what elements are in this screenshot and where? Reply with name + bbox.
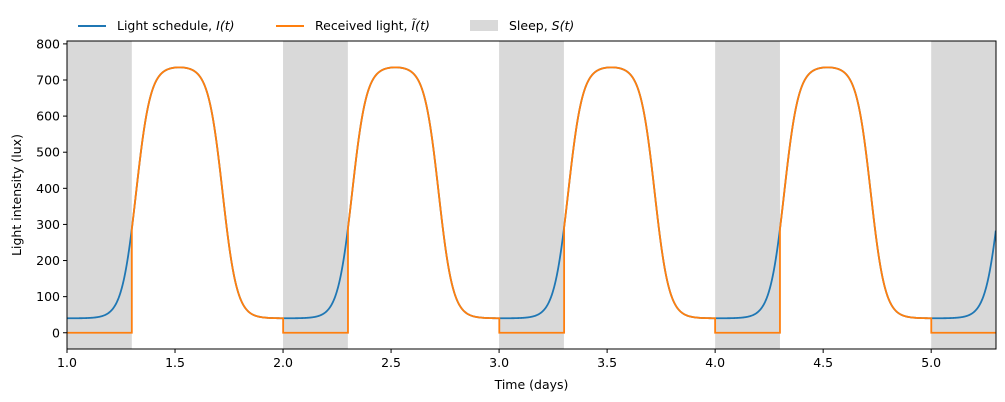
y-tick-label: 500: [36, 145, 60, 160]
x-tick-label: 2.0: [273, 355, 293, 370]
series-lines: [67, 66, 996, 334]
y-tick-label: 800: [36, 36, 60, 51]
sleep-bands: [67, 41, 996, 349]
legend: Light schedule, I(t) Received light, Ĩ(t…: [78, 18, 574, 33]
legend-symbol-received-light: Ĩ(t): [412, 18, 430, 33]
sleep-band-2: [283, 41, 348, 349]
sleep-band-3: [499, 41, 564, 349]
series-line-received-light: [67, 66, 996, 334]
y-tick-label: 0: [52, 325, 60, 340]
x-axis-label: Time (days): [494, 377, 569, 392]
legend-prefix-light-schedule: Light schedule,: [117, 18, 216, 33]
legend-swatch-sleep: [470, 20, 498, 31]
y-tick-label: 400: [36, 181, 60, 196]
y-axis: 0 100 200 300 400 500 600 700 800: [36, 36, 67, 340]
x-tick-label: 1.0: [57, 355, 77, 370]
y-tick-label: 100: [36, 289, 60, 304]
y-tick-label: 300: [36, 217, 60, 232]
sleep-band-1: [67, 41, 132, 349]
x-tick-label: 4.0: [705, 355, 725, 370]
legend-label-received-light: Received light, Ĩ(t): [315, 18, 430, 33]
sleep-band-5: [931, 41, 996, 349]
x-tick-label: 1.5: [165, 355, 185, 370]
legend-symbol-sleep: S(t): [552, 18, 575, 33]
x-tick-label: 3.0: [489, 355, 509, 370]
y-axis-label: Light intensity (lux): [9, 134, 24, 256]
legend-prefix-sleep: Sleep,: [509, 18, 552, 33]
legend-prefix-received-light: Received light,: [315, 18, 412, 33]
x-tick-label: 4.5: [813, 355, 833, 370]
x-tick-label: 3.5: [597, 355, 617, 370]
x-tick-label: 2.5: [381, 355, 401, 370]
sleep-band-4: [715, 41, 780, 349]
y-tick-label: 700: [36, 72, 60, 87]
legend-symbol-light-schedule: I(t): [216, 18, 234, 33]
x-axis: 1.0 1.5 2.0 2.5 3.0 3.5 4.0 4.5 5.0: [57, 349, 941, 370]
legend-label-sleep: Sleep, S(t): [509, 18, 574, 33]
y-tick-label: 600: [36, 109, 60, 124]
y-tick-label: 200: [36, 253, 60, 268]
x-tick-label: 5.0: [921, 355, 941, 370]
legend-label-light-schedule: Light schedule, I(t): [117, 18, 234, 33]
plot-frame: [66, 40, 997, 350]
